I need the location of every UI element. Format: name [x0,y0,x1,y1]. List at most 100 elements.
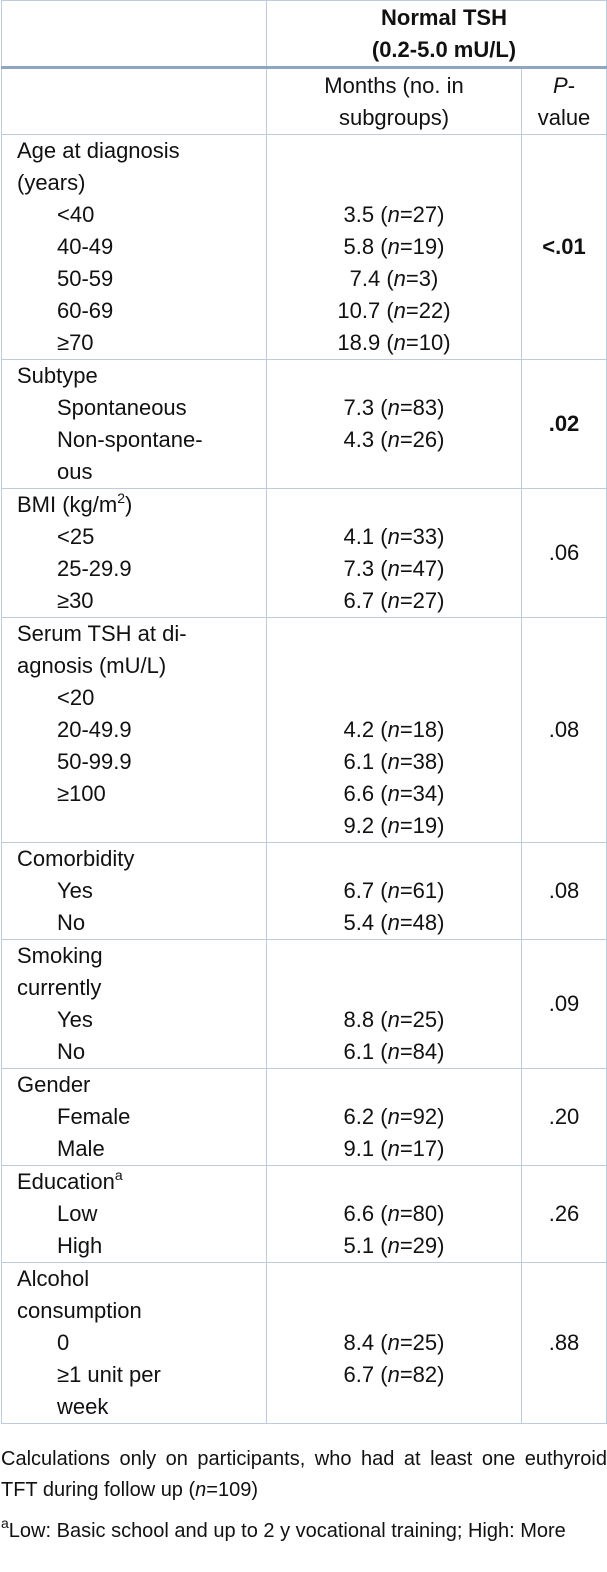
p-cell: .08 [520,617,607,843]
p-value: .08 [548,878,580,903]
table-row: Educationa Low High 6.6 (n=80) 5.1 (n=29) .26 [1,1165,607,1263]
value-cell: 4.1 (n=33) 7.3 (n=47) 6.7 (n=27) [266,488,522,618]
spacer [267,940,521,972]
row-label: agnosis (mU/L) [17,653,167,678]
label-cell: Subtype Spontaneous Non-spontane-ous [1,359,267,489]
row-item: 0 [57,1330,70,1355]
header-line: P- [553,73,576,98]
spacer [267,843,521,875]
value-cell: 8.8 (n=25) 6.1 (n=84) [266,939,522,1069]
p-cell: .26 [520,1165,607,1263]
row-item: ≥30 [57,588,94,613]
value-cell: 6.2 (n=92) 9.1 (n=17) [266,1068,522,1166]
header-line: (0.2-5.0 mU/L) [371,37,517,62]
row-item: High [57,1233,103,1258]
p-value: .06 [548,540,580,565]
row-label: (years) [17,170,86,195]
p-cell: .02 [520,359,607,489]
spacer [267,1295,521,1327]
value-cell: 4.2 (n=18) 6.1 (n=38) 6.6 (n=34) 9.2 (n=19) [266,617,522,843]
value: 18.9 (n=10) [337,330,451,355]
p-value: .88 [548,1330,580,1355]
value: 10.7 (n=22) [337,298,451,323]
row-label: consumption [17,1298,142,1323]
footnote-text: Calculations only on participants, who h… [1,1448,607,1501]
label-cell: Smoking currently Yes No [1,939,267,1069]
row-item: 50-59 [57,266,114,291]
value-cell: 6.7 (n=61) 5.4 (n=48) [266,842,522,940]
value: 6.6 (n=80) [343,1201,445,1226]
value-cell: 8.4 (n=25) 6.7 (n=82) [266,1262,522,1424]
row-item: 25-29.9 [57,556,132,581]
table-row: Comorbidity Yes No 6.7 (n=61) 5.4 (n=48) .08 [1,842,607,940]
p-value: .26 [548,1201,580,1226]
p-cell: <.01 [520,134,607,360]
row-item: <40 [57,202,95,227]
row-item: ≥100 [57,781,106,806]
header-line: value [537,105,591,130]
row-label: Serum TSH at di- [17,621,187,646]
row-item: ≥1 unit per [57,1362,161,1387]
footnote: Calculations only on participants, who h… [1,1444,607,1506]
p-cell: .06 [520,488,607,618]
value: 7.3 (n=47) [343,556,445,581]
row-item: ous [57,459,93,484]
row-label: BMI (kg/m2) [17,490,133,517]
row-item: No [57,1039,86,1064]
p-cell: .20 [520,1068,607,1166]
row-item: Low [57,1201,98,1226]
spacer [267,682,521,714]
value: 7.4 (n=3) [349,266,439,291]
spacer [267,360,521,392]
value: 4.1 (n=33) [343,524,445,549]
table-body: Normal TSH (0.2-5.0 mU/L) Months (no. in s… [1,0,607,1424]
header-line: subgroups) [338,105,450,130]
table-row: BMI (kg/m2) <25 25-29.9 ≥30 4.1 (n=33) 7.3 (n… [1,488,607,618]
row-label: Smoking [17,943,103,968]
header-line: Months (no. in [324,73,464,98]
row-item: <20 [57,685,95,710]
table-row: Gender Female Male 6.2 (n=92) 9.1 (n=17) .20 [1,1068,607,1166]
empty-cell [1,0,267,69]
row-item: Non-spontane- [57,427,203,452]
header-line: Normal TSH [381,5,507,30]
row-item: 50-99.9 [57,749,132,774]
row-label: Alcohol [17,1266,90,1291]
label-cell: Alcohol consumption 0 ≥1 unit per week [1,1262,267,1424]
superscript: 2 [117,490,126,506]
spacer [267,135,521,167]
p-header: P-value [520,67,607,135]
value-cell: 3.5 (n=27) 5.8 (n=19) 7.4 (n=3) 10.7 (n=22)… [266,134,522,360]
p-value: .09 [548,991,580,1016]
value: 5.1 (n=29) [343,1233,445,1258]
value: 6.7 (n=27) [343,588,445,613]
row-item: Yes [57,878,93,903]
header-row: Months (no. in subgroups) P-value [1,67,607,135]
spacer [267,1166,521,1198]
p-value: .02 [548,411,580,436]
row-item: 40-49 [57,234,114,259]
value: 8.4 (n=25) [343,1330,445,1355]
value-cell: 6.6 (n=80) 5.1 (n=29) [266,1165,522,1263]
table-row: Alcohol consumption 0 ≥1 unit per week 8.4 (n… [1,1262,607,1424]
row-item: Female [57,1104,131,1129]
value: 3.5 (n=27) [343,202,445,227]
value: 9.2 (n=19) [343,813,445,838]
footnote: aLow: Basic school and up to 2 y vocatio… [1,1516,607,1547]
value: 9.1 (n=17) [343,1136,445,1161]
table-row: Smoking currently Yes No 8.8 (n=25) 6.1 (n=84… [1,939,607,1069]
p-value: .08 [548,717,580,742]
value: 6.7 (n=82) [343,1362,445,1387]
value: 6.2 (n=92) [343,1104,445,1129]
row-item: Male [57,1136,105,1161]
value: 6.6 (n=34) [343,781,445,806]
label-cell: Comorbidity Yes No [1,842,267,940]
value: 7.3 (n=83) [343,395,445,420]
empty-cell [1,67,267,135]
footnote-text: Low: Basic school and up to 2 y vocation… [8,1520,566,1542]
row-item: Spontaneous [57,395,187,420]
value: 5.4 (n=48) [343,910,445,935]
row-item: No [57,910,86,935]
